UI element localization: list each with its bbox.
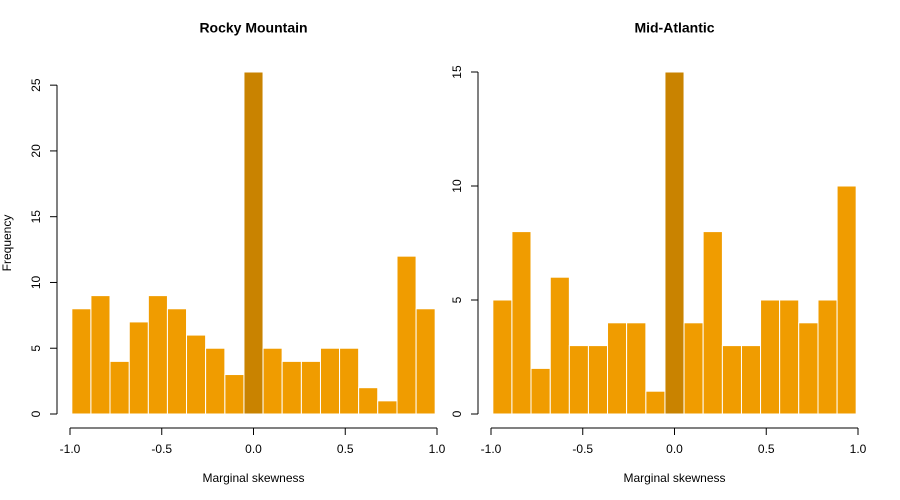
x-tick-label: 1.0	[429, 442, 446, 456]
chart-title: Rocky Mountain	[199, 20, 307, 36]
x-tick-label: -0.5	[151, 442, 172, 456]
bar	[568, 345, 589, 415]
bar	[339, 347, 360, 415]
bar	[415, 308, 436, 415]
bar	[664, 71, 685, 415]
x-axis-label: Marginal skewness	[623, 471, 725, 485]
x-tick-label: -1.0	[481, 442, 502, 456]
y-tick-label: 10	[29, 275, 43, 289]
bar	[396, 255, 417, 415]
bar	[645, 390, 666, 415]
bar	[683, 322, 704, 415]
y-tick-label: 15	[450, 65, 464, 79]
bar	[779, 299, 800, 415]
x-tick-label: 0.0	[245, 442, 262, 456]
bar	[587, 345, 609, 415]
y-tick-label: 0	[450, 410, 464, 417]
x-tick-label: -0.5	[572, 442, 593, 456]
y-tick-label: 25	[29, 78, 43, 92]
bar	[90, 295, 111, 415]
bar	[836, 185, 857, 415]
bar	[492, 299, 513, 415]
bar	[186, 334, 207, 415]
bar	[721, 345, 742, 415]
bar	[358, 387, 379, 415]
bar	[205, 347, 226, 415]
x-axis-label: Marginal skewness	[202, 471, 304, 485]
bar	[243, 71, 264, 415]
bar	[817, 299, 838, 415]
y-tick-label: 20	[29, 144, 43, 158]
bar	[166, 308, 188, 415]
bar	[71, 308, 92, 415]
bar	[147, 295, 168, 415]
y-tick-label: 5	[29, 345, 43, 352]
y-tick-label: 5	[450, 296, 464, 303]
bar	[549, 276, 570, 415]
y-tick-label: 0	[29, 410, 43, 417]
bar	[760, 299, 781, 415]
bar	[798, 322, 819, 415]
y-tick-label: 10	[450, 179, 464, 193]
x-tick-label: 0.0	[666, 442, 683, 456]
chart-title: Mid-Atlantic	[634, 20, 714, 36]
bar	[300, 360, 321, 415]
bar	[607, 322, 628, 415]
x-tick-label: 0.5	[758, 442, 775, 456]
bar	[702, 231, 723, 415]
bar	[377, 400, 398, 415]
y-axis-label: Frequency	[0, 215, 14, 272]
bar	[224, 374, 245, 415]
y-tick-label: 15	[29, 210, 43, 224]
bar	[530, 367, 551, 415]
x-tick-label: 1.0	[850, 442, 867, 456]
bar	[740, 345, 762, 415]
bar	[626, 322, 647, 415]
x-tick-label: 0.5	[337, 442, 354, 456]
bar	[109, 360, 130, 415]
bar	[262, 347, 283, 415]
bar	[128, 321, 149, 415]
x-tick-label: -1.0	[60, 442, 81, 456]
bar	[281, 360, 302, 415]
bar	[511, 231, 532, 415]
bar	[319, 347, 341, 415]
